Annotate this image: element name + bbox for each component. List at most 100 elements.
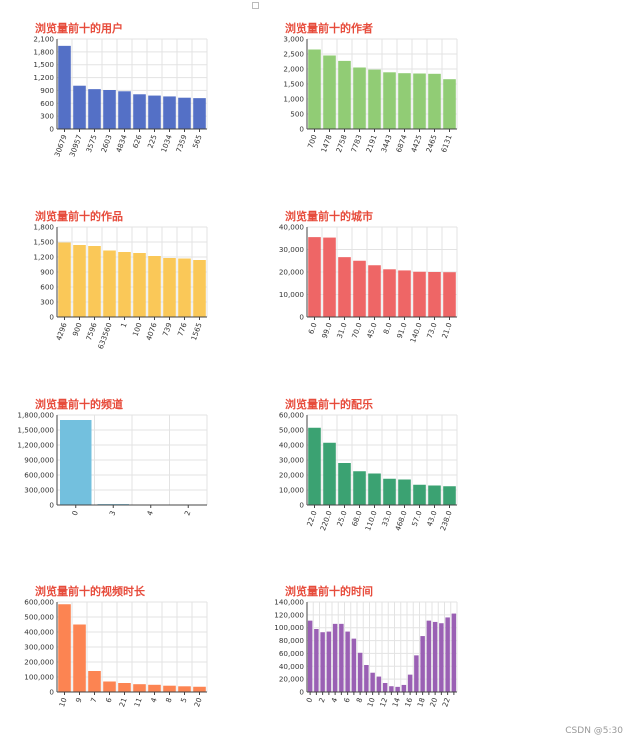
watermark: CSDN @5:30 bbox=[565, 726, 623, 736]
x-tick-label: 7596 bbox=[84, 321, 99, 342]
bar bbox=[323, 237, 336, 317]
bar bbox=[323, 442, 336, 505]
x-tick-label: 3575 bbox=[84, 133, 99, 153]
page-marker bbox=[252, 2, 259, 9]
bar bbox=[443, 79, 456, 129]
bar bbox=[338, 463, 351, 505]
y-tick-label: 10,000 bbox=[279, 290, 305, 299]
y-tick-label: 10,000 bbox=[279, 486, 305, 495]
x-tick-label: 45.0 bbox=[365, 321, 379, 340]
chart-top-music: 浏览量前十的配乐 0 10,000 20,000 30,000 40,000 50,000… bbox=[279, 396, 500, 556]
y-tick-label: 2,100 bbox=[33, 35, 54, 44]
bar bbox=[308, 237, 321, 317]
y-tick-label: 300 bbox=[40, 298, 54, 307]
bar bbox=[60, 420, 92, 505]
chart-svg: 0 300,000 600,000 900,000 1,200,000 1,500,000… bbox=[17, 411, 208, 517]
x-tick-label: 1034 bbox=[159, 133, 174, 154]
bar bbox=[178, 97, 191, 129]
bar bbox=[357, 652, 363, 692]
bar bbox=[133, 253, 146, 317]
x-tick-label: 1565 bbox=[189, 321, 204, 341]
y-tick-label: 30,000 bbox=[279, 245, 305, 254]
bar bbox=[103, 250, 116, 317]
y-tick-label: 1,500,000 bbox=[17, 426, 54, 435]
y-tick-label: 0 bbox=[49, 313, 54, 322]
bar bbox=[88, 89, 101, 129]
x-tick-label: 14 bbox=[390, 696, 402, 708]
bar bbox=[338, 257, 351, 317]
x-tick-label: 11 bbox=[132, 696, 144, 708]
bar bbox=[308, 427, 321, 505]
x-tick-label: 43.0 bbox=[425, 509, 439, 528]
chart-top-cities: 浏览量前十的城市 0 10,000 20,000 30,000 40,000 6.0 99.… bbox=[279, 208, 500, 368]
x-tick-label: 565 bbox=[191, 133, 204, 149]
bar bbox=[133, 684, 146, 692]
x-tick-label: 4076 bbox=[144, 321, 159, 342]
x-tick-label: 8 bbox=[354, 696, 364, 704]
bar bbox=[383, 478, 396, 505]
y-tick-label: 0 bbox=[299, 313, 304, 322]
chart-svg: 0 10,000 20,000 30,000 40,000 50,000 60,000 22.… bbox=[279, 411, 458, 532]
bar bbox=[368, 69, 381, 129]
x-tick-label: 99.0 bbox=[320, 321, 334, 340]
x-tick-label: 1478 bbox=[319, 133, 334, 154]
bar bbox=[398, 73, 411, 129]
chart-top-channels: 浏览量前十的频道 0 300,000 600,000 900,000 1,200,000… bbox=[17, 396, 250, 556]
x-tick-label: 20 bbox=[192, 696, 204, 708]
chart-svg: 0 20,000 40,000 60,000 80,000 100,000 120,000 1… bbox=[274, 598, 458, 708]
bar bbox=[364, 665, 369, 692]
bar bbox=[307, 620, 313, 692]
bar bbox=[428, 485, 441, 505]
y-tick-label: 600,000 bbox=[24, 471, 54, 480]
chart-top-hours: 浏览量前十的时间 0 20,000 40,000 60,000 80,000 100,00… bbox=[274, 583, 500, 743]
x-tick-label: 22.0 bbox=[305, 509, 319, 528]
bar bbox=[118, 91, 131, 129]
bar bbox=[395, 686, 400, 692]
x-tick-label: 4296 bbox=[54, 321, 69, 342]
x-tick-label: 6874 bbox=[394, 133, 409, 154]
y-tick-label: 0 bbox=[299, 688, 304, 697]
y-tick-label: 500,000 bbox=[24, 613, 54, 622]
y-tick-label: 1,500 bbox=[33, 238, 54, 247]
y-tick-label: 140,000 bbox=[274, 598, 304, 607]
x-tick-label: 21 bbox=[117, 696, 129, 708]
bar bbox=[73, 245, 86, 317]
y-tick-label: 20,000 bbox=[279, 675, 305, 684]
chart-title: 浏览量前十的配乐 bbox=[285, 398, 373, 411]
bar bbox=[73, 85, 86, 129]
x-tick-label: 18 bbox=[415, 696, 427, 708]
bar bbox=[338, 60, 351, 129]
chart-svg: 0 10,000 20,000 30,000 40,000 6.0 99.0 31.0 70.0… bbox=[279, 223, 458, 344]
bar bbox=[383, 269, 396, 317]
bar bbox=[368, 473, 381, 505]
y-tick-label: 40,000 bbox=[279, 223, 305, 232]
x-tick-label: 10 bbox=[57, 696, 69, 708]
y-tick-label: 3,000 bbox=[283, 35, 304, 44]
y-tick-label: 900 bbox=[40, 86, 54, 95]
y-tick-label: 1,800 bbox=[33, 223, 54, 232]
x-tick-label: 21.0 bbox=[440, 321, 454, 340]
x-tick-label: 30957 bbox=[67, 133, 83, 158]
x-tick-label: 776 bbox=[176, 321, 189, 337]
x-tick-label: 2 bbox=[317, 696, 327, 703]
x-tick-label: 700 bbox=[306, 133, 319, 149]
bar bbox=[148, 256, 161, 317]
bar bbox=[353, 67, 366, 129]
chart-title: 浏览量前十的频道 bbox=[35, 398, 123, 411]
bar bbox=[428, 272, 441, 317]
bar bbox=[339, 623, 344, 692]
chart-top-users: 浏览量前十的用户 0 300 600 900 1,200 1,500 1,800 2,100 3… bbox=[33, 20, 250, 180]
bar bbox=[353, 260, 366, 317]
y-tick-label: 900 bbox=[40, 268, 54, 277]
bar bbox=[401, 684, 407, 692]
chart-top-durations: 浏览量前十的视频时长 0 100,000 200,000 300,000 400,000… bbox=[24, 583, 250, 743]
y-tick-label: 300,000 bbox=[24, 643, 54, 652]
y-tick-label: 50,000 bbox=[279, 426, 305, 435]
bar bbox=[370, 672, 375, 692]
bar bbox=[163, 258, 176, 317]
bar bbox=[58, 242, 71, 317]
bar bbox=[432, 621, 438, 692]
chart-title: 浏览量前十的作者 bbox=[285, 22, 373, 35]
bar bbox=[118, 252, 131, 317]
bar bbox=[148, 684, 161, 692]
